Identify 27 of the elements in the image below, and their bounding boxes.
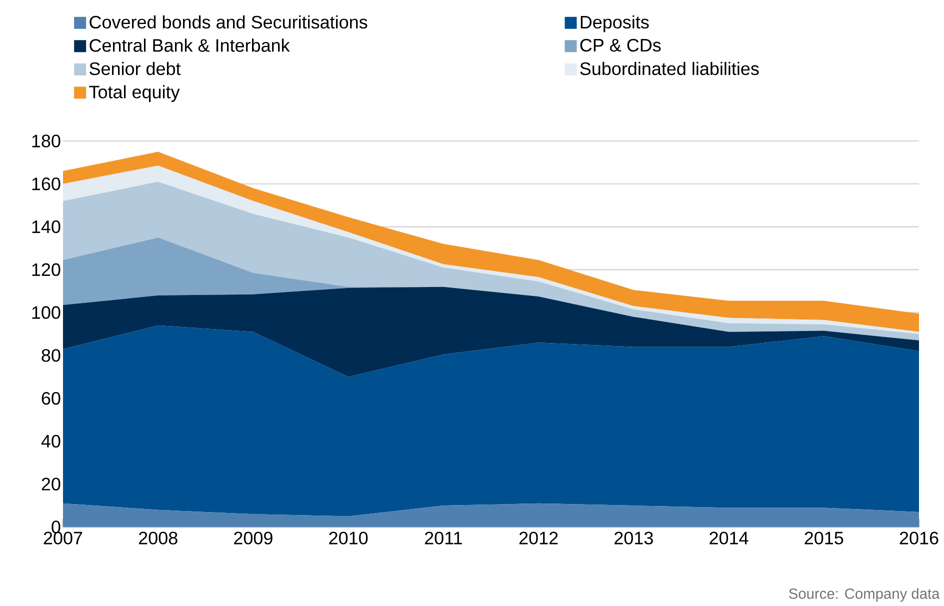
legend-label: Senior debt xyxy=(90,62,181,76)
x-tick-label: 2014 xyxy=(710,532,748,544)
y-tick-label: 20 xyxy=(42,478,60,490)
legend-label: CP & CDs xyxy=(580,38,661,52)
x-tick-label: 2015 xyxy=(804,532,844,544)
x-tick-label: 2007 xyxy=(44,532,82,544)
y-tick-label: 100 xyxy=(32,306,60,319)
legend-label: Deposits xyxy=(580,15,649,32)
source-note: Source: Company data xyxy=(789,588,940,602)
x-tick-label: 2016 xyxy=(900,532,938,544)
y-tick-label: 40 xyxy=(41,434,60,448)
legend-label: Total equity xyxy=(89,85,180,102)
y-tick-label: 120 xyxy=(32,263,60,276)
x-tick-label: 2012 xyxy=(519,532,558,544)
x-tick-label: 2010 xyxy=(329,532,368,544)
y-tick-label: 60 xyxy=(42,392,60,405)
x-tick-label: 2013 xyxy=(614,532,653,544)
y-tick-label: 180 xyxy=(32,134,60,148)
x-tick-label: 2008 xyxy=(138,532,178,544)
legend-label: Central Bank & Interbank xyxy=(90,38,290,52)
x-tick-label: 2009 xyxy=(234,532,272,544)
legend-label: Covered bonds and Securitisations xyxy=(90,15,368,29)
y-tick-label: 140 xyxy=(32,220,60,234)
legend-label: Subordinated liabilities xyxy=(580,62,759,76)
x-tick-label: 2011 xyxy=(424,532,462,544)
y-tick-label: 160 xyxy=(32,178,60,190)
y-tick-label: 80 xyxy=(42,349,60,362)
